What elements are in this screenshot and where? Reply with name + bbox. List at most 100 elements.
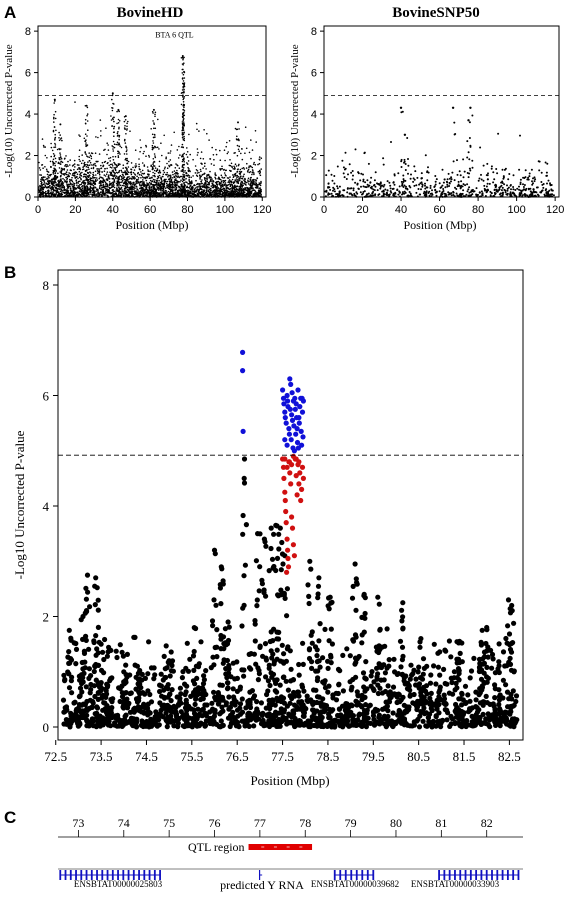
snp-point xyxy=(227,177,230,179)
snp-point xyxy=(113,174,116,176)
snp-point xyxy=(361,192,364,195)
snp-point xyxy=(107,149,110,151)
snp-point xyxy=(85,176,87,179)
snp-point xyxy=(258,158,261,161)
snp-point xyxy=(237,176,240,178)
snp-point xyxy=(190,180,193,182)
snp-point xyxy=(82,181,84,184)
snp-point xyxy=(117,131,119,133)
snp-point xyxy=(176,149,179,151)
snp-point xyxy=(79,194,81,196)
snp-point xyxy=(60,178,62,180)
snp-point xyxy=(174,183,177,185)
snp-point xyxy=(124,142,127,144)
snp-point xyxy=(67,183,70,186)
snp-point xyxy=(227,184,230,186)
snp-point xyxy=(149,183,152,185)
snp-point xyxy=(101,191,104,194)
snp-point xyxy=(102,177,104,180)
snp-point xyxy=(175,174,177,177)
snp-point xyxy=(244,152,246,154)
snp-point xyxy=(53,102,55,104)
snp-point xyxy=(79,135,81,137)
snp-point xyxy=(186,147,188,149)
snp-point xyxy=(58,158,61,160)
snp-point xyxy=(133,190,136,192)
snp-point xyxy=(220,186,222,189)
snp-point xyxy=(471,114,474,117)
snp-point xyxy=(183,135,185,138)
snp-point xyxy=(55,196,58,198)
snp-point xyxy=(408,191,411,193)
snp-point xyxy=(116,185,118,187)
snp-point xyxy=(66,195,68,198)
snp-point xyxy=(85,165,88,168)
snp-point xyxy=(492,195,495,198)
snp-point xyxy=(152,147,155,149)
snp-point xyxy=(327,182,330,185)
snp-point xyxy=(228,164,231,167)
snp-point xyxy=(403,160,406,163)
snp-point xyxy=(65,193,68,196)
snp-point xyxy=(366,183,369,186)
snp-point xyxy=(90,164,92,166)
snp-point xyxy=(540,181,543,183)
snp-point xyxy=(118,138,120,141)
snp-point xyxy=(203,129,205,131)
snp-point xyxy=(102,185,105,187)
snp-point xyxy=(471,159,474,162)
snp-point xyxy=(76,168,79,171)
snp-point xyxy=(163,171,166,174)
snp-point xyxy=(154,115,156,118)
snp-point xyxy=(337,194,339,197)
snp-point xyxy=(131,192,134,195)
snp-point xyxy=(85,169,88,172)
snp-point xyxy=(44,184,46,186)
snp-point xyxy=(189,170,191,173)
snp-point xyxy=(58,131,60,134)
snp-point xyxy=(132,171,135,174)
snp-point xyxy=(237,191,239,193)
snp-point xyxy=(456,159,458,162)
snp-point xyxy=(535,191,538,194)
snp-point xyxy=(200,192,202,194)
snp-point xyxy=(52,191,54,193)
snp-point xyxy=(82,159,84,162)
snp-point xyxy=(79,189,82,191)
snp-point xyxy=(239,190,241,192)
snp-point xyxy=(165,157,167,160)
snp-point xyxy=(165,156,167,158)
snp-point xyxy=(89,177,92,179)
snp-point xyxy=(228,181,231,183)
snp-point xyxy=(101,192,104,195)
snp-point xyxy=(495,168,498,170)
snp-point xyxy=(106,189,108,192)
snp-point xyxy=(444,195,446,198)
snp-point xyxy=(170,192,172,195)
snp-point xyxy=(74,171,77,173)
snp-point xyxy=(444,193,447,195)
snp-point xyxy=(248,190,251,192)
snp-point xyxy=(169,152,171,154)
snp-point xyxy=(153,192,156,194)
snp-point xyxy=(359,191,362,194)
snp-point xyxy=(100,164,102,167)
snp-point xyxy=(115,193,117,195)
snp-point xyxy=(130,168,133,171)
snp-point xyxy=(60,148,62,150)
snp-point xyxy=(188,187,191,189)
snp-point xyxy=(525,187,528,190)
snp-point xyxy=(75,191,77,194)
snp-point xyxy=(154,190,156,193)
snp-point xyxy=(219,149,221,152)
snp-point xyxy=(138,163,140,166)
snp-point xyxy=(78,185,80,188)
snp-point xyxy=(93,186,95,189)
snp-point xyxy=(121,184,124,187)
snp-point xyxy=(198,130,200,132)
snp-point xyxy=(196,148,199,150)
snp-point xyxy=(210,194,213,196)
snp-point xyxy=(373,183,376,186)
snp-point xyxy=(112,177,115,179)
snp-point xyxy=(382,190,385,193)
